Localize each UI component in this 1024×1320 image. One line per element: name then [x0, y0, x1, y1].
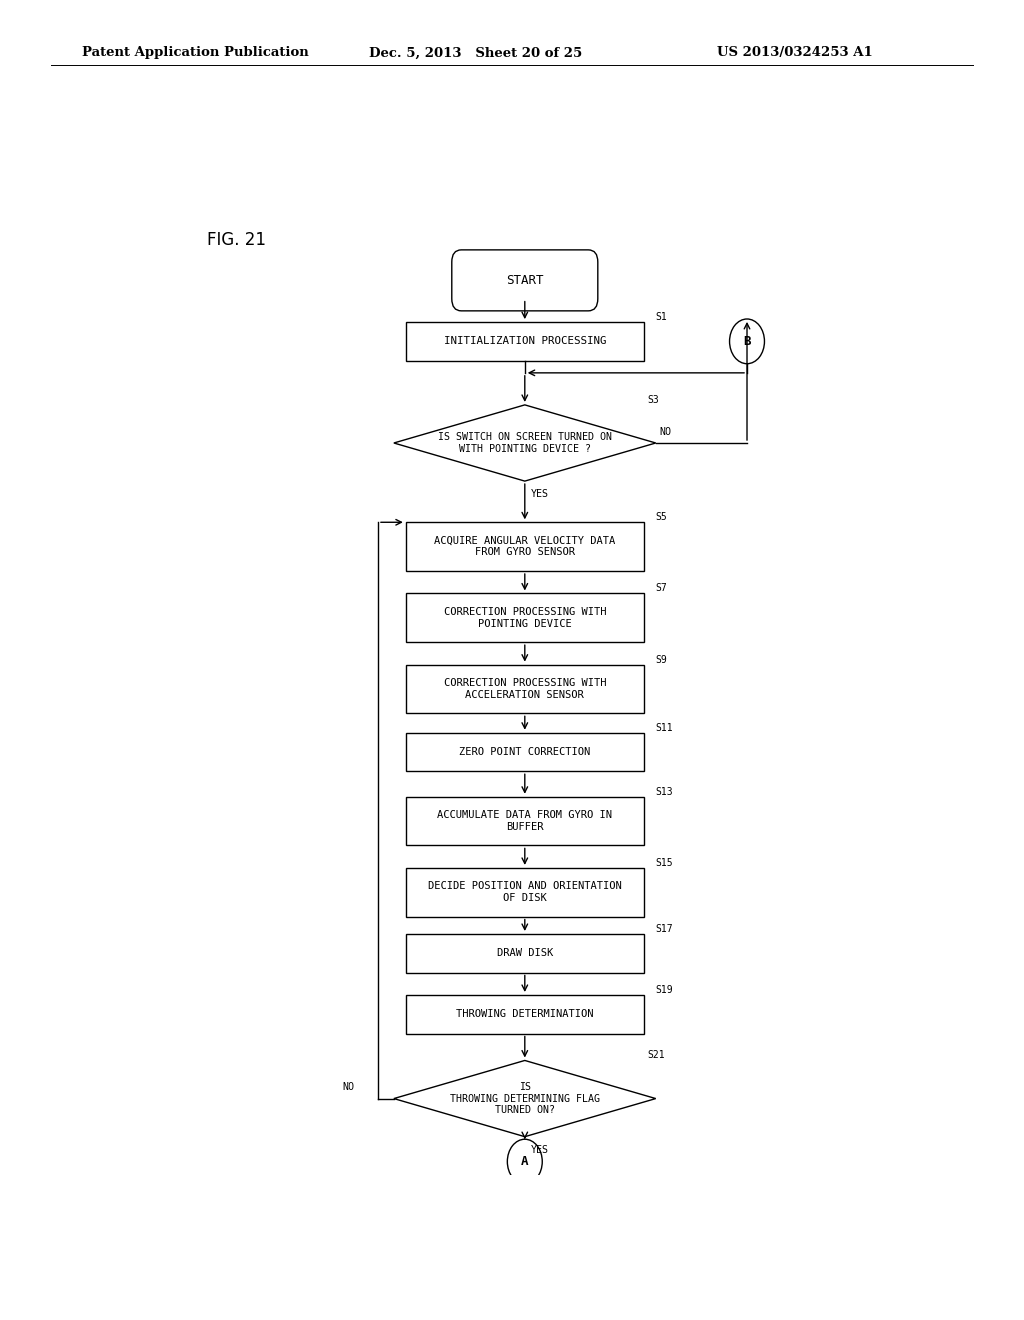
Text: CORRECTION PROCESSING WITH
POINTING DEVICE: CORRECTION PROCESSING WITH POINTING DEVI… [443, 607, 606, 628]
Text: S17: S17 [655, 924, 674, 933]
Text: ACCUMULATE DATA FROM GYRO IN
BUFFER: ACCUMULATE DATA FROM GYRO IN BUFFER [437, 810, 612, 832]
Bar [406, 935, 644, 973]
Bar [406, 322, 644, 360]
Bar [406, 664, 644, 713]
Text: START: START [506, 273, 544, 286]
Bar [406, 867, 644, 916]
Text: ZERO POINT CORRECTION: ZERO POINT CORRECTION [459, 747, 591, 756]
Polygon shape [394, 405, 655, 480]
Text: FIG. 21: FIG. 21 [207, 231, 266, 248]
Text: IS SWITCH ON SCREEN TURNED ON
WITH POINTING DEVICE ?: IS SWITCH ON SCREEN TURNED ON WITH POINT… [438, 432, 611, 454]
Text: DECIDE POSITION AND ORIENTATION
OF DISK: DECIDE POSITION AND ORIENTATION OF DISK [428, 882, 622, 903]
Circle shape [507, 1139, 543, 1184]
Bar [406, 523, 644, 572]
Bar [406, 733, 644, 771]
Text: S19: S19 [655, 985, 674, 995]
FancyBboxPatch shape [452, 249, 598, 312]
Text: S9: S9 [655, 655, 668, 664]
Text: S21: S21 [648, 1051, 666, 1060]
Polygon shape [394, 1060, 655, 1137]
Text: YES: YES [531, 1144, 549, 1155]
Bar [406, 594, 644, 643]
Text: S3: S3 [648, 395, 659, 405]
Text: A: A [521, 1155, 528, 1168]
Text: YES: YES [531, 490, 549, 499]
Text: NO: NO [659, 426, 672, 437]
Text: IS
THROWING DETERMINING FLAG
TURNED ON?: IS THROWING DETERMINING FLAG TURNED ON? [450, 1082, 600, 1115]
Circle shape [729, 319, 765, 364]
Text: S13: S13 [655, 787, 674, 797]
Text: B: B [743, 335, 751, 348]
Text: ACQUIRE ANGULAR VELOCITY DATA
FROM GYRO SENSOR: ACQUIRE ANGULAR VELOCITY DATA FROM GYRO … [434, 536, 615, 557]
Text: Patent Application Publication: Patent Application Publication [82, 46, 308, 59]
Text: S1: S1 [655, 312, 668, 322]
Text: DRAW DISK: DRAW DISK [497, 948, 553, 958]
Bar [406, 797, 644, 846]
Text: NO: NO [342, 1082, 354, 1093]
Text: S11: S11 [655, 722, 674, 733]
Text: S5: S5 [655, 512, 668, 523]
Text: THROWING DETERMINATION: THROWING DETERMINATION [456, 1010, 594, 1019]
Text: S7: S7 [655, 583, 668, 594]
Text: INITIALIZATION PROCESSING: INITIALIZATION PROCESSING [443, 337, 606, 346]
Text: US 2013/0324253 A1: US 2013/0324253 A1 [717, 46, 872, 59]
Bar [406, 995, 644, 1034]
Text: CORRECTION PROCESSING WITH
ACCELERATION SENSOR: CORRECTION PROCESSING WITH ACCELERATION … [443, 678, 606, 700]
Text: Dec. 5, 2013   Sheet 20 of 25: Dec. 5, 2013 Sheet 20 of 25 [369, 46, 582, 59]
Text: S15: S15 [655, 858, 674, 867]
